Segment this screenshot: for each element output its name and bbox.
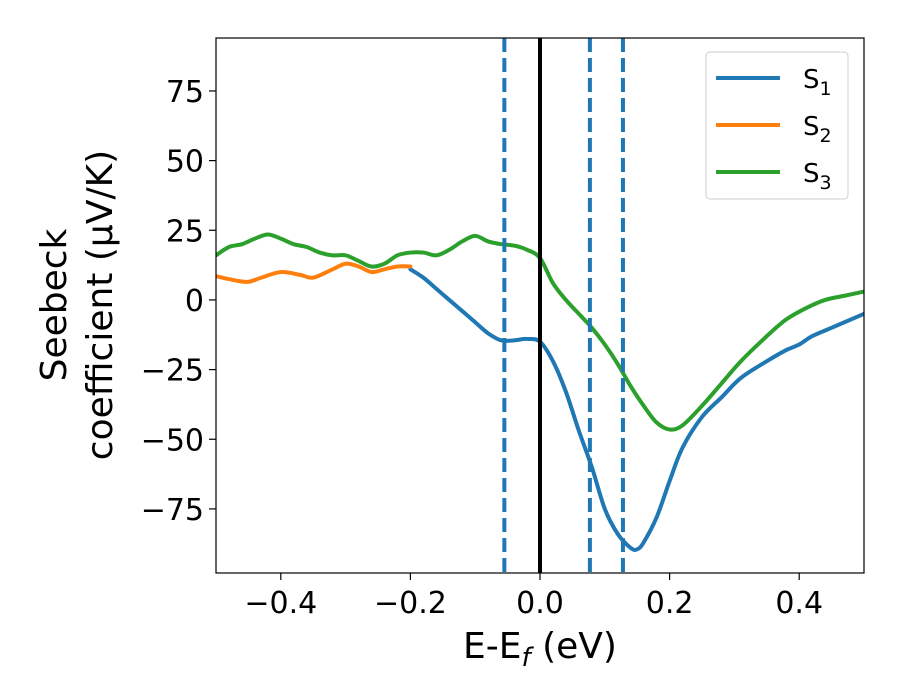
series-lines — [216, 232, 864, 552]
y-tick-label: 0 — [185, 284, 204, 319]
x-axis-title-main: E-E — [463, 626, 521, 667]
series-line-s2 — [216, 261, 413, 284]
legend-label-s2: S2 — [803, 112, 832, 147]
y-axis-title-line-1: Seebeck — [34, 228, 75, 381]
x-tick-label: 0.0 — [516, 586, 564, 621]
series-line-s3 — [216, 232, 864, 432]
x-tick-label: −0.4 — [244, 586, 317, 621]
y-axis-ticks: 75 50 25 0 −25 −50 −75 — [141, 75, 216, 528]
x-axis-title-tail: (eV) — [531, 626, 617, 667]
y-tick-label: 50 — [166, 145, 204, 180]
y-tick-label: −75 — [141, 493, 204, 528]
y-tick-label: 75 — [166, 75, 204, 110]
x-tick-label: 0.4 — [775, 586, 823, 621]
y-tick-label: −50 — [141, 423, 204, 458]
legend: S1 S2 S3 — [705, 51, 849, 200]
y-axis-title-line-2: coefficient (μV/K) — [80, 150, 121, 460]
legend-label-s1: S1 — [803, 65, 832, 100]
y-tick-label: 25 — [166, 214, 204, 249]
x-tick-label: 0.2 — [646, 586, 694, 621]
x-axis-ticks: −0.4 −0.2 0.0 0.2 0.4 — [244, 573, 823, 621]
reference-lines — [502, 38, 625, 573]
x-axis-title: E-Ef (eV) — [463, 626, 617, 673]
series-line-s1 — [408, 267, 864, 552]
legend-label-s3: S3 — [803, 159, 832, 194]
y-tick-label: −25 — [141, 354, 204, 389]
x-tick-label: −0.2 — [374, 586, 447, 621]
